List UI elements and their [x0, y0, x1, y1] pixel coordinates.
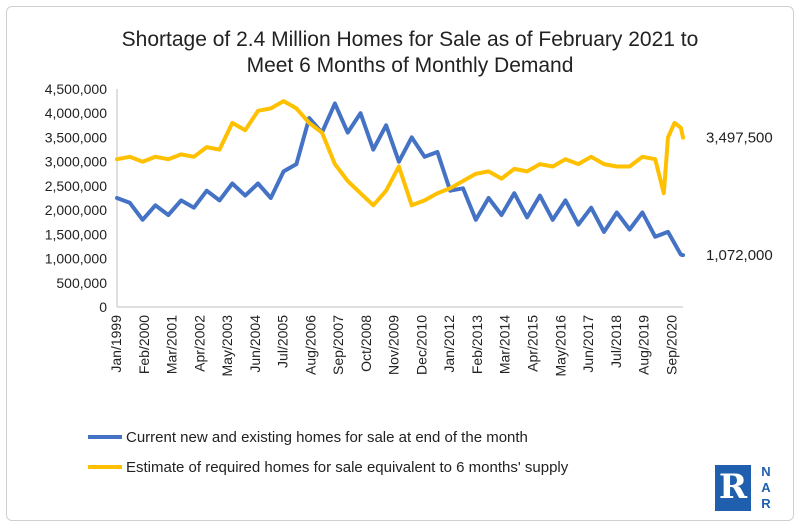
chart-frame [6, 6, 794, 521]
x-tick-label: Jul/2018 [608, 315, 624, 368]
series-lines: 1,072,000 3,497,500 [115, 99, 773, 264]
nar-logo: R N A R [715, 465, 781, 517]
x-tick-label: Jun/2004 [247, 315, 263, 373]
series-line-0 [115, 101, 685, 258]
x-tick-label: Apr/2002 [191, 315, 207, 372]
x-tick-label: Apr/2015 [524, 315, 540, 372]
x-tick-label: Jan/2012 [441, 315, 457, 373]
realtor-r-logo-icon: R [715, 465, 751, 511]
x-tick-label: Sep/2020 [663, 315, 679, 375]
x-tick-label: Jun/2017 [580, 315, 596, 373]
x-tick-label: Oct/2008 [358, 315, 374, 372]
logo-mark: R [718, 467, 748, 507]
legend: Current new and existing homes for sale … [88, 429, 569, 476]
logo-letter-r: R [761, 496, 771, 511]
y-tick-label: 1,500,000 [45, 226, 107, 242]
x-tick-label: Jan/1999 [108, 315, 124, 373]
logo-letter-a: A [761, 480, 771, 495]
x-tick-label: Jul/2005 [275, 315, 291, 368]
y-tick-label: 1,000,000 [45, 251, 107, 267]
x-tick-label: Dec/2010 [413, 315, 429, 375]
chart-title-line-1: Shortage of 2.4 Million Homes for Sale a… [122, 28, 699, 51]
x-tick-label: Aug/2019 [636, 315, 652, 375]
y-tick-label: 0 [99, 299, 107, 315]
y-tick-label: 2,500,000 [45, 178, 107, 194]
x-tick-label: Aug/2006 [302, 315, 318, 375]
series-end-label-0: 1,072,000 [706, 247, 773, 264]
legend-label-0: Current new and existing homes for sale … [126, 429, 528, 446]
legend-label-1: Estimate of required homes for sale equi… [126, 459, 569, 476]
x-tick-label: Sep/2007 [330, 315, 346, 375]
y-tick-label: 500,000 [56, 275, 107, 291]
y-tick-label: 3,000,000 [45, 154, 107, 170]
x-tick-label: Nov/2009 [386, 315, 402, 375]
x-tick-label: Mar/2001 [164, 315, 180, 374]
x-tick-label: Mar/2014 [497, 315, 513, 374]
x-tick-label: May/2003 [219, 315, 235, 377]
x-tick-label: May/2016 [552, 315, 568, 377]
y-tick-label: 4,500,000 [45, 81, 107, 97]
y-tick-label: 4,000,000 [45, 105, 107, 121]
x-tick-label: Feb/2000 [136, 315, 152, 374]
y-tick-label: 2,000,000 [45, 202, 107, 218]
axes: 4,500,000 4,000,000 3,500,000 3,000,000 2,50… [45, 81, 683, 376]
y-tick-label: 3,500,000 [45, 129, 107, 145]
series-line-1 [115, 99, 685, 208]
logo-letter-n: N [761, 464, 771, 479]
series-end-label-1: 3,497,500 [706, 130, 773, 147]
chart-title-line-2: Meet 6 Months of Monthly Demand [247, 54, 574, 77]
x-tick-label: Feb/2013 [469, 315, 485, 374]
